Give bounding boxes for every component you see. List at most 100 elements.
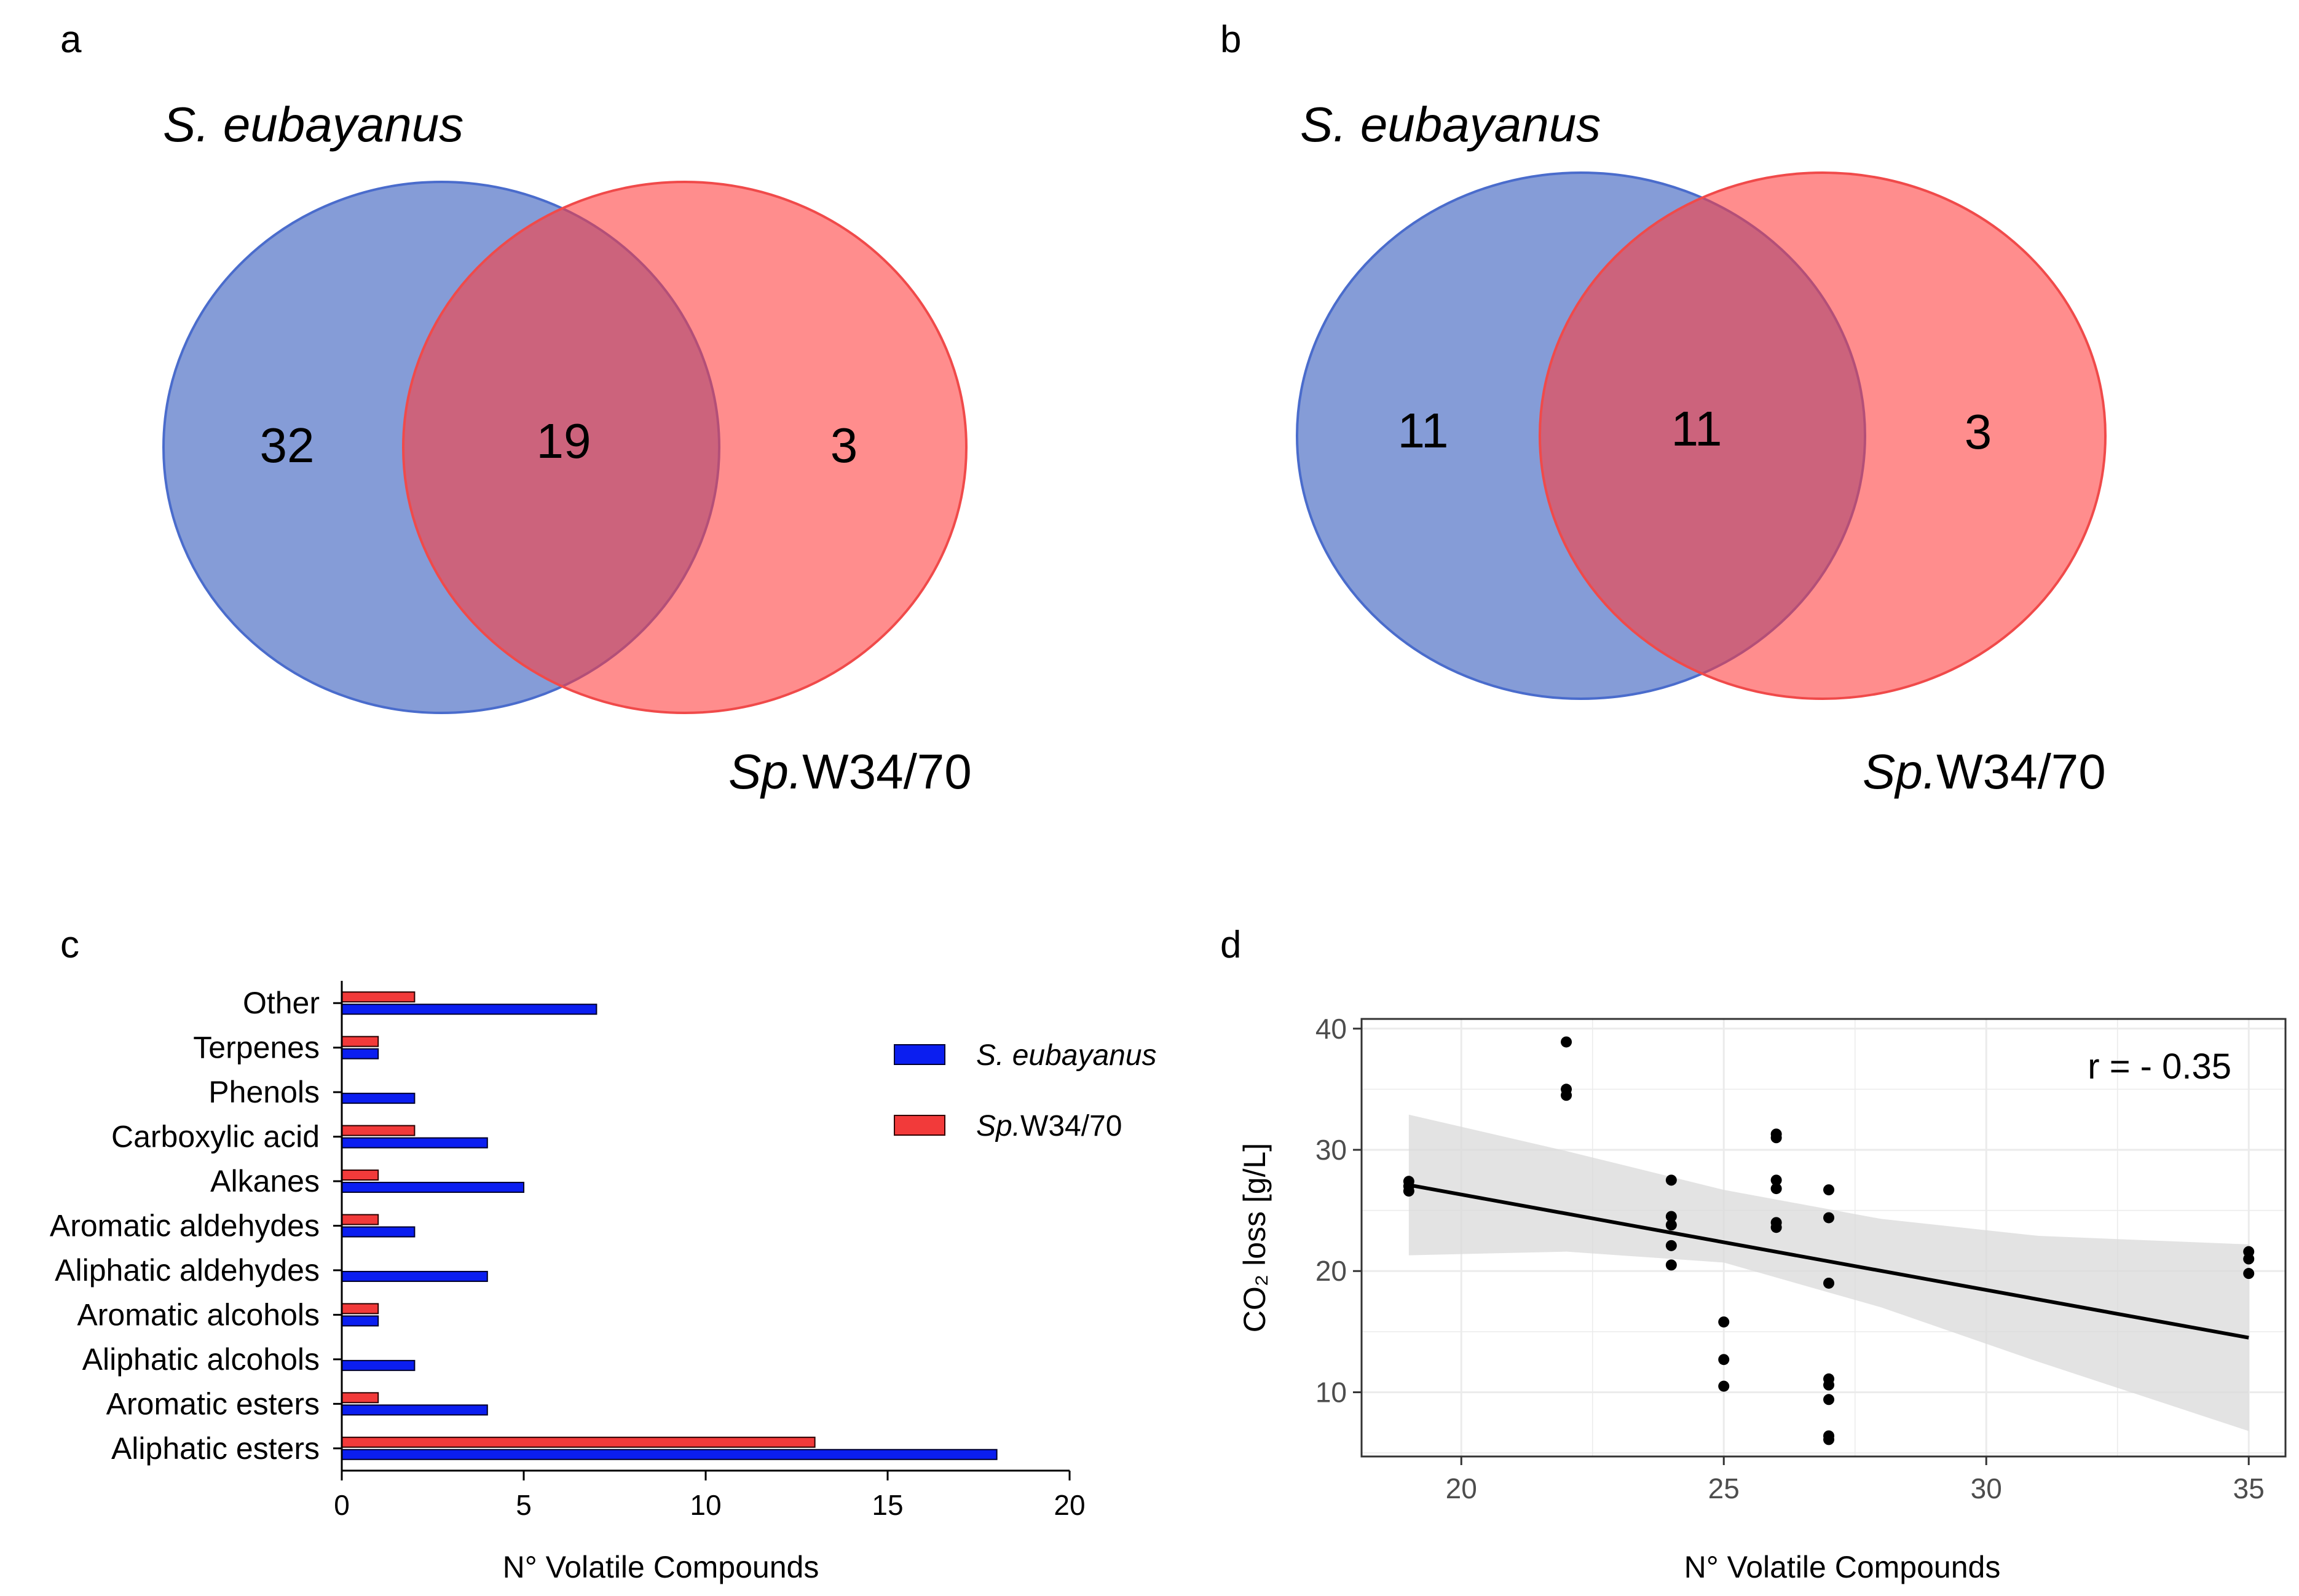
- scatter-x-tick-label: 20: [1446, 1472, 1477, 1504]
- bar-chart-x-tick-label: 20: [1054, 1489, 1085, 1521]
- scatter-point: [2243, 1253, 2255, 1265]
- scatter-point: [1561, 1090, 1572, 1101]
- category-label-carboxylic-acid: Carboxylic acid: [111, 1120, 320, 1154]
- category-label-aromatic-aldehydes: Aromatic aldehydes: [50, 1209, 320, 1243]
- scatter-point: [1770, 1222, 1782, 1233]
- scatter-point: [1770, 1174, 1782, 1186]
- scatter-y-tick-label: 20: [1315, 1255, 1347, 1287]
- bar-sp-w34-70-terpenes: [341, 1036, 379, 1047]
- bar-sp-w34-70-carboxylic-acid: [341, 1125, 416, 1136]
- scatter-point: [1718, 1316, 1730, 1328]
- scatter-point: [1665, 1259, 1677, 1271]
- bar-sp-w34-70-alkanes: [341, 1169, 379, 1181]
- category-label-aromatic-esters: Aromatic esters: [106, 1386, 320, 1421]
- scatter-point: [1665, 1211, 1677, 1222]
- panel-c: c 0 5 10 15 20 Aliphatic esters Aromatic este…: [50, 924, 1157, 1584]
- confidence-ribbon: [1408, 1114, 2249, 1431]
- bar-chart-x-tick-label: 15: [872, 1489, 903, 1521]
- bar-chart-category-labels: Aliphatic esters Aromatic esters Aliphatic…: [50, 986, 342, 1466]
- bar-chart-legend: S. eubayanus Sp.W34/70: [894, 1039, 1157, 1142]
- scatter-y-tick-label: 10: [1315, 1376, 1347, 1408]
- legend-label-sp-w34-70: Sp.W34/70: [976, 1110, 1122, 1142]
- legend-label-sp-italic: Sp.: [976, 1110, 1020, 1142]
- scatter-x-ticks: 20 25 30 35: [1446, 1456, 2265, 1504]
- scatter-x-title: N° Volatile Compounds: [1684, 1550, 2001, 1584]
- venn-a-right-count: 3: [830, 418, 858, 473]
- scatter-point: [1718, 1354, 1730, 1366]
- venn-b-right-label-italic: Sp.: [1863, 744, 1936, 799]
- bar-chart-x-title: N° Volatile Compounds: [503, 1550, 819, 1584]
- bar-s-eubayanus-phenols: [341, 1093, 416, 1104]
- scatter-point: [1718, 1380, 1730, 1392]
- bar-sp-w34-70-aromatic-aldehydes: [341, 1214, 379, 1225]
- scatter-y-ticks: 10 20 30 40: [1315, 1013, 1362, 1408]
- panel-label-a: a: [60, 18, 82, 61]
- venn-a-right-label-italic: Sp.: [728, 744, 802, 799]
- bar-sp-w34-70-other: [341, 991, 416, 1003]
- venn-a-left-count: 32: [260, 418, 315, 473]
- category-label-aromatic-alcohols: Aromatic alcohols: [77, 1297, 320, 1332]
- bar-s-eubayanus-carboxylic-acid: [341, 1137, 488, 1149]
- bar-sp-w34-70-aliphatic-esters: [341, 1436, 816, 1448]
- venn-b-left-count: 11: [1397, 403, 1448, 458]
- scatter-point: [1823, 1277, 1835, 1289]
- legend-swatch-sp-w34-70: [894, 1115, 945, 1136]
- scatter-y-tick-label: 30: [1315, 1134, 1347, 1166]
- legend-label-sp-rest: W34/70: [1020, 1110, 1122, 1142]
- venn-b-right-label: Sp.W34/70: [1863, 744, 2106, 799]
- scatter-point: [1823, 1379, 1835, 1391]
- scatter-point: [1403, 1185, 1414, 1197]
- scatter-point: [1665, 1240, 1677, 1251]
- venn-b-right-count: 3: [1965, 404, 1992, 459]
- category-label-alkanes: Alkanes: [210, 1164, 320, 1198]
- panel-label-b: b: [1220, 18, 1241, 61]
- correlation-annotation: r = - 0.35: [2088, 1047, 2231, 1087]
- scatter-points: [1403, 1036, 2255, 1445]
- scatter-point: [1823, 1434, 1835, 1445]
- panel-label-c: c: [60, 924, 79, 966]
- category-label-phenols: Phenols: [208, 1075, 320, 1109]
- bar-chart-x-tick-label: 10: [690, 1489, 721, 1521]
- bar-s-eubayanus-aromatic-aldehydes: [341, 1226, 416, 1238]
- bar-s-eubayanus-terpenes: [341, 1048, 379, 1059]
- legend-label-s-eubayanus: S. eubayanus: [976, 1039, 1157, 1072]
- panel-b: b S. eubayanus 11 11 3 Sp.W34/70: [1220, 18, 2107, 799]
- panel-d: d 20 25 30 35 10 20 30 40 r = - 0.35 N° Volati…: [1220, 924, 2287, 1584]
- venn-b-title: S. eubayanus: [1300, 97, 1601, 152]
- bar-s-eubayanus-aromatic-esters: [341, 1404, 488, 1416]
- scatter-point: [1770, 1132, 1782, 1144]
- venn-a-right-label-rest: W34/70: [802, 744, 972, 799]
- category-label-terpenes: Terpenes: [193, 1031, 320, 1065]
- scatter-point: [1665, 1219, 1677, 1231]
- bar-s-eubayanus-other: [341, 1004, 597, 1015]
- category-label-aliphatic-aldehydes: Aliphatic aldehydes: [55, 1253, 320, 1287]
- scatter-y-title: CO₂ loss [g/L]: [1237, 1143, 1272, 1332]
- category-label-aliphatic-alcohols: Aliphatic alcohols: [82, 1342, 320, 1377]
- panel-a: a S. eubayanus 32 19 3 Sp.W34/70: [60, 18, 972, 799]
- bar-s-eubayanus-aliphatic-esters: [341, 1449, 998, 1460]
- bar-chart-x-tick-label: 0: [334, 1489, 350, 1521]
- bar-s-eubayanus-aliphatic-alcohols: [341, 1359, 416, 1371]
- venn-a-right-circle: [402, 181, 968, 714]
- category-label-aliphatic-esters: Aliphatic esters: [111, 1431, 320, 1466]
- bar-chart-x-tick-label: 5: [516, 1489, 532, 1521]
- bar-s-eubayanus-aliphatic-aldehydes: [341, 1270, 488, 1282]
- scatter-plot-border: [1360, 1018, 2287, 1458]
- bar-s-eubayanus-aromatic-alcohols: [341, 1315, 379, 1327]
- scatter-point: [1823, 1212, 1835, 1224]
- regression-line: [1408, 1183, 2249, 1340]
- scatter-point: [1561, 1036, 1572, 1048]
- venn-b-right-label-rest: W34/70: [1936, 744, 2106, 799]
- venn-b-right-circle: [1539, 171, 2107, 700]
- scatter-x-tick-label: 30: [1971, 1472, 2002, 1504]
- panel-label-d: d: [1220, 924, 1241, 966]
- scatter-point: [1665, 1174, 1677, 1186]
- venn-a-both-count: 19: [537, 414, 591, 468]
- scatter-point: [1823, 1184, 1835, 1196]
- scatter-y-tick-label: 40: [1315, 1013, 1347, 1045]
- bar-s-eubayanus-alkanes: [341, 1182, 524, 1193]
- legend-swatch-s-eubayanus: [894, 1044, 945, 1065]
- bar-sp-w34-70-aromatic-esters: [341, 1392, 379, 1404]
- venn-a-right-label: Sp.W34/70: [728, 744, 972, 799]
